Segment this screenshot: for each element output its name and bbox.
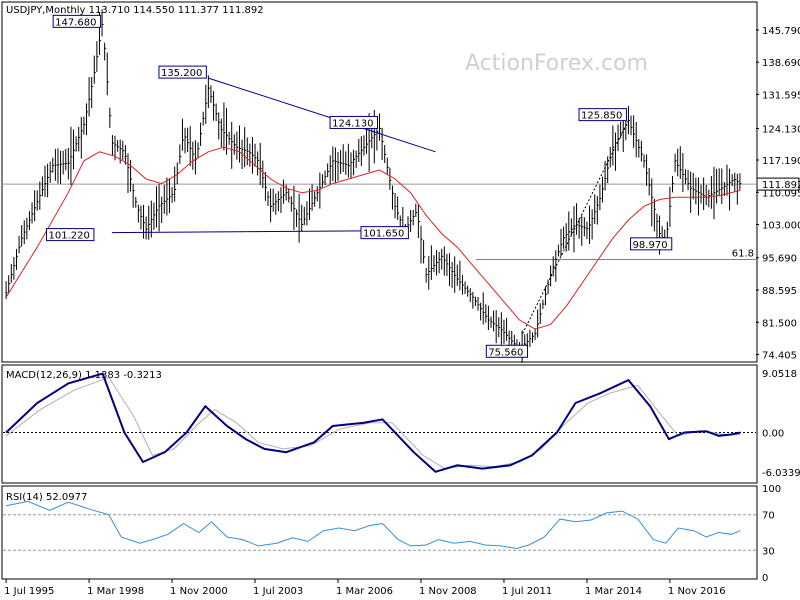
price-tick-label: 103.000 (762, 221, 800, 232)
rsi-panel-frame (1, 485, 758, 580)
label-text: 98.970 (633, 240, 668, 251)
price-tick-label: 95.690 (762, 254, 797, 265)
price-label-125-850: 125.850 (578, 108, 627, 122)
price-label-147-680: 147.680 (52, 14, 102, 28)
rsi-line (6, 500, 741, 550)
rsi-tick-label: 30 (762, 546, 775, 557)
rsi-tick-label: 70 (762, 511, 775, 522)
label-box (485, 344, 529, 358)
trendline-2 (111, 230, 405, 234)
macd-panel-title: MACD(12,26,9) 1.1383 -0.3213 (6, 370, 162, 381)
label-text: 75.560 (488, 347, 523, 358)
label-text: 147.680 (55, 17, 96, 28)
price-label-124-130: 124.130 (329, 115, 379, 129)
price-tick-label: 117.190 (762, 156, 800, 167)
macd-signal-line (5, 376, 741, 470)
label-box (360, 226, 409, 240)
price-panel-title: USDJPY,Monthly 113.710 114.550 111.377 1… (6, 5, 264, 16)
x-tick-label: 1 Mar 2014 (585, 586, 642, 597)
label-text: 125.850 (581, 111, 622, 122)
x-tick-label: 1 Mar 1998 (87, 586, 144, 597)
macd-line (5, 372, 741, 473)
price-label-135-200: 135.200 (158, 65, 207, 79)
x-tick-label: 1 Nov 2016 (668, 586, 726, 597)
price-label-101-650: 101.650 (360, 226, 409, 240)
macd-tick-label: 0.00 (762, 429, 784, 440)
price-tick-label: 74.405 (762, 351, 797, 362)
price-tick-label: 110.095 (762, 188, 800, 199)
rsi-tick-label: 100 (762, 484, 781, 495)
label-box (52, 14, 102, 28)
label-box (46, 228, 95, 242)
label-box (158, 65, 207, 79)
current-price-box (756, 177, 800, 191)
x-tick-label: 1 Jul 1995 (4, 586, 54, 597)
x-tick-label: 1 Mar 2006 (336, 586, 393, 597)
current-price-label: 111.892 (762, 180, 800, 191)
x-tick-label: 1 Nov 2000 (170, 586, 228, 597)
current-price-tag: 111.892 (756, 177, 800, 191)
price-label-98-970: 98.970 (630, 237, 673, 251)
label-text: 101.650 (363, 229, 404, 240)
label-box (329, 115, 379, 129)
price-tick-label: 124.130 (762, 124, 800, 135)
label-text: 124.130 (332, 118, 373, 129)
rsi-panel-title: RSI(14) 52.0977 (6, 492, 87, 503)
label-box (630, 237, 673, 251)
price-tick-label: 138.690 (762, 58, 800, 69)
price-layer: 61.8 147.680 135.200 124.130 101.220 101.650 7… (3, 9, 756, 363)
price-label-101-220: 101.220 (46, 228, 95, 242)
price-tick-label: 81.500 (762, 318, 797, 329)
price-label-75-560: 75.560 (485, 344, 529, 358)
x-tick-label: 1 Jul 2011 (502, 586, 552, 597)
macd-layer (3, 372, 756, 473)
price-tick-label: 145.790 (762, 26, 800, 37)
x-tick-label: 1 Jul 2003 (253, 586, 303, 597)
label-text: 135.200 (161, 68, 202, 79)
macd-tick-label: -6.0339 (762, 468, 800, 479)
x-tick-label: 1 Nov 2008 (419, 586, 477, 597)
trendline-1 (208, 77, 436, 153)
price-tick-label: 131.595 (762, 91, 800, 102)
rsi-tick-label: 0 (762, 573, 768, 584)
fib-level-label: 61.8 (732, 249, 754, 260)
axis-layer: 145.790 138.690 131.595 124.130 117.190 110.0… (4, 26, 800, 597)
watermark: ActionForex.com (465, 51, 648, 76)
macd-panel-frame (1, 364, 758, 484)
rsi-layer (3, 500, 756, 551)
moving-average-line (5, 146, 741, 330)
price-tick-label: 88.595 (762, 286, 797, 297)
label-text: 101.220 (49, 231, 90, 242)
price-bars (5, 9, 742, 363)
label-box (578, 108, 627, 122)
macd-tick-label: 9.0518 (762, 369, 797, 380)
